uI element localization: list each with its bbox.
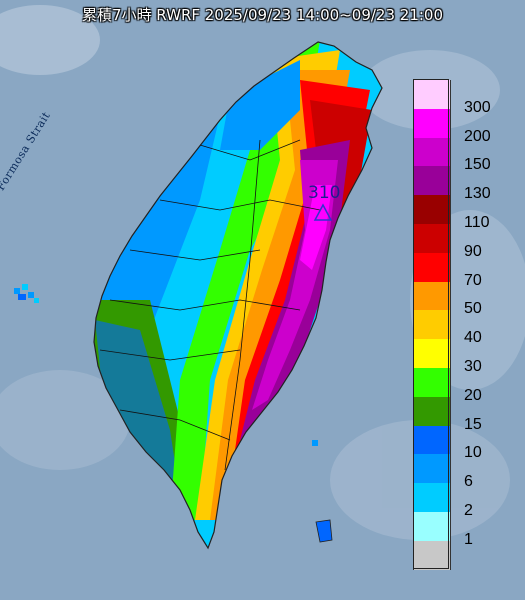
peak-marker-icon — [313, 203, 333, 221]
legend-label: 1 — [464, 530, 473, 548]
legend-swatch — [413, 108, 451, 138]
legend-label: 50 — [464, 300, 482, 318]
map-title: 累積7小時 RWRF 2025/09/23 14:00~09/23 21:00 — [81, 6, 444, 24]
cloud-texture — [0, 5, 525, 540]
legend-label: 20 — [464, 386, 482, 404]
legend-label: 110 — [464, 214, 490, 231]
legend-swatch — [413, 483, 451, 513]
legend-swatch — [413, 80, 451, 109]
legend-label: 90 — [464, 242, 482, 260]
legend-label: 40 — [464, 329, 482, 347]
legend-swatch — [413, 252, 451, 282]
legend-swatch — [413, 224, 451, 253]
legend-swatch — [413, 339, 451, 369]
legend-swatch — [413, 368, 451, 397]
penghu-islands — [14, 284, 39, 303]
peak-value: 310 — [308, 183, 341, 203]
legend-label: 10 — [464, 444, 482, 462]
legend-label: 15 — [464, 415, 482, 433]
taiwan-coastline — [93, 41, 383, 550]
legend-swatch — [413, 195, 451, 225]
legend-label: 6 — [464, 473, 473, 491]
legend-swatch — [413, 396, 451, 426]
legend-swatch — [413, 454, 451, 484]
legend-label: 30 — [464, 358, 482, 375]
legend-swatch — [413, 166, 451, 196]
legend-label: 70 — [464, 271, 482, 289]
legend-label: 150 — [464, 156, 491, 174]
legend-swatch — [413, 310, 451, 340]
legend-label: 200 — [464, 127, 491, 145]
green-island — [312, 440, 318, 446]
legend-label: 130 — [464, 185, 491, 203]
legend-swatch — [413, 512, 451, 541]
legend-swatch — [413, 137, 451, 167]
legend-swatch — [413, 540, 451, 570]
legend-label: 300 — [464, 98, 491, 116]
legend-swatch — [413, 425, 451, 455]
legend-label: 2 — [464, 502, 473, 519]
orchid-island — [315, 519, 333, 543]
legend-swatch — [413, 281, 451, 311]
county-boundaries — [99, 139, 321, 471]
